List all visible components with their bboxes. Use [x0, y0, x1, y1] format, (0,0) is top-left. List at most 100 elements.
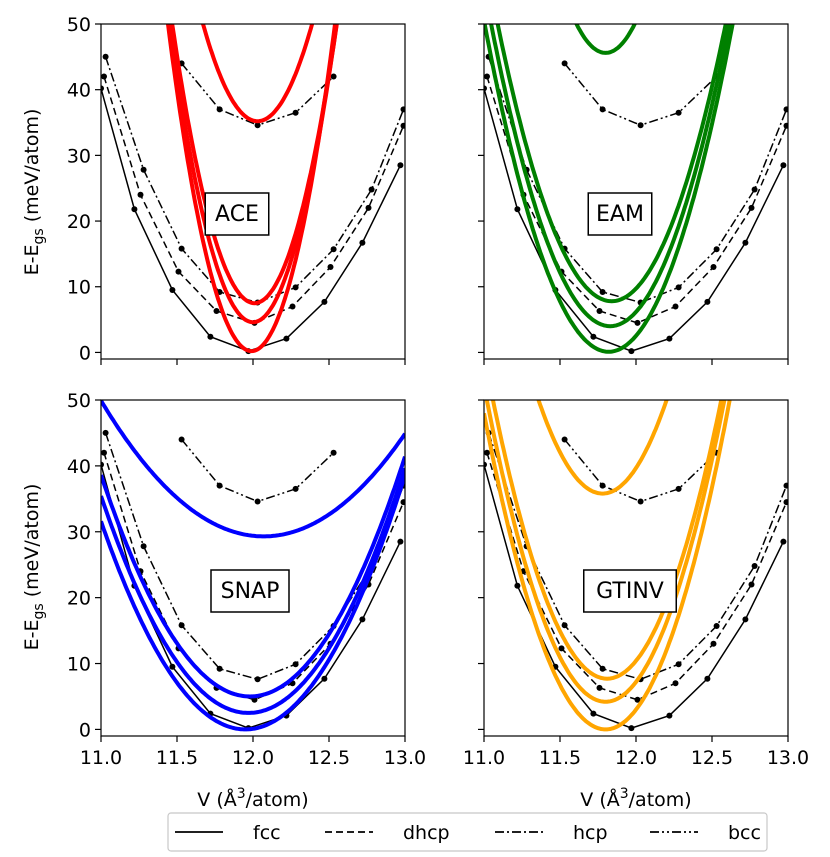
panel-ace: 0 10 20 30 40 50 ACE — [67, 14, 406, 365]
dft-point-hcp — [292, 661, 299, 668]
dft-point-bcc — [178, 436, 185, 443]
dft-point-bcc — [637, 498, 644, 505]
dft-point-hcp — [561, 622, 568, 629]
dft-point-bcc — [675, 485, 682, 492]
axes-frame — [100, 399, 406, 737]
panel-label-text: SNAP — [221, 579, 280, 604]
dft-point-dhcp — [101, 73, 107, 80]
dft-point-hcp — [751, 186, 758, 193]
dft-point-dhcp — [748, 204, 755, 211]
svg-text:E-Egs (meV/atom): E-Egs (meV/atom) — [21, 109, 47, 276]
dft-point-dhcp — [710, 264, 717, 270]
dft-point-dhcp — [634, 696, 641, 703]
dft-point-dhcp — [596, 684, 603, 691]
dft-point-hcp — [599, 665, 606, 672]
y-tick-label: 20 — [67, 211, 91, 233]
y-tick-label: 40 — [67, 80, 91, 102]
fit-curve-eam-hcp — [495, 24, 728, 304]
panel-label-snap: SNAP — [210, 569, 290, 613]
dft-point-hcp — [751, 563, 758, 569]
fit-curve-ace-bcc — [200, 24, 315, 124]
dft-point-hcp — [102, 53, 109, 60]
panel-label-text: ACE — [215, 202, 259, 227]
svg-text:E-Egs (meV/atom): E-Egs (meV/atom) — [21, 484, 47, 651]
dft-line-bcc — [564, 439, 718, 503]
dft-point-hcp — [783, 482, 788, 489]
dft-point-hcp — [140, 543, 147, 550]
x-tick-label: 11.0 — [80, 747, 122, 769]
legend-label-dhcp: dhcp — [403, 822, 450, 844]
dft-point-hcp — [783, 106, 788, 113]
dft-point-dhcp — [400, 499, 405, 506]
fit-curve-snap-fcc — [101, 474, 405, 732]
plot-area — [101, 24, 405, 355]
dft-point-fcc — [484, 85, 487, 92]
axes-frame — [483, 399, 789, 737]
dft-point-hcp — [216, 665, 223, 672]
dft-point-bcc — [330, 73, 337, 80]
dft-point-dhcp — [710, 640, 717, 647]
dft-point-hcp — [254, 676, 261, 683]
dft-point-fcc — [704, 298, 711, 305]
x-tick-label: 11.5 — [156, 747, 198, 769]
y-tick-label: 50 — [67, 14, 91, 36]
x-tick-label: 13.0 — [384, 747, 426, 769]
dft-line-hcp — [487, 56, 788, 304]
y-tick-label: 10 — [67, 277, 91, 299]
dft-point-hcp — [292, 284, 299, 291]
dft-point-bcc — [292, 485, 299, 492]
dft-point-fcc — [359, 616, 366, 623]
y-tick-label: 0 — [79, 719, 91, 741]
y-axis-label-top: E-Egs (meV/atom) — [21, 109, 47, 276]
x-tick-label: 11.5 — [539, 747, 581, 769]
dft-point-bcc — [561, 60, 568, 67]
dft-point-fcc — [514, 582, 521, 589]
legend-label-bcc: bcc — [728, 822, 761, 844]
dft-point-dhcp — [596, 308, 603, 314]
dft-point-fcc — [666, 712, 673, 719]
fit-curve-snap-hcp — [101, 455, 405, 699]
plot-area — [484, 400, 788, 732]
dft-point-dhcp — [213, 308, 220, 314]
fit-curve-snap-dhcp — [101, 467, 405, 715]
dft-point-dhcp — [672, 303, 679, 310]
x-tick-label: 11.0 — [463, 747, 505, 769]
dft-point-fcc — [742, 239, 749, 246]
dft-point-fcc — [321, 675, 328, 682]
legend-label-hcp: hcp — [573, 822, 608, 844]
plot-area — [101, 400, 405, 732]
dft-point-bcc — [637, 122, 644, 129]
dft-line-hcp — [487, 432, 788, 681]
y-tick-label: 30 — [67, 145, 91, 167]
dft-point-fcc — [666, 335, 673, 342]
dft-point-hcp — [178, 245, 185, 252]
dft-point-fcc — [101, 85, 104, 92]
panel-label-text: GTINV — [596, 579, 664, 604]
dft-point-hcp — [599, 289, 606, 295]
dft-line-bcc — [181, 62, 335, 126]
fit-curve-eam-dhcp — [489, 24, 732, 329]
y-tick-label: 0 — [79, 342, 91, 364]
dft-point-fcc — [704, 675, 711, 682]
panel-eam: EAM — [478, 23, 789, 365]
fit-curve-ace-fcc — [165, 24, 338, 354]
dft-point-hcp — [675, 284, 682, 291]
x-tick-label: 12.0 — [615, 747, 657, 769]
dft-point-dhcp — [558, 645, 565, 652]
fit-curve-ace-hcp — [170, 24, 339, 306]
dft-point-hcp — [102, 429, 109, 436]
panel-snap: 0 10 20 30 40 50 11.0 11.5 12.0 12.5 13.0 SNAP — [67, 390, 426, 769]
axes-frame — [100, 23, 406, 360]
panel-label-box — [583, 569, 677, 613]
dft-point-hcp — [330, 246, 337, 253]
legend: fcc dhcp hcp bcc — [167, 812, 768, 852]
dft-point-fcc — [101, 461, 104, 468]
dft-point-dhcp — [365, 204, 372, 211]
dft-line-hcp — [104, 56, 405, 304]
dft-point-fcc — [359, 239, 366, 246]
panel-label-box — [587, 192, 653, 236]
dft-point-fcc — [590, 333, 597, 340]
dft-point-hcp — [675, 661, 682, 668]
y-tick-label: 50 — [67, 390, 91, 412]
y-axis-label-bottom: E-Egs (meV/atom) — [21, 484, 47, 651]
